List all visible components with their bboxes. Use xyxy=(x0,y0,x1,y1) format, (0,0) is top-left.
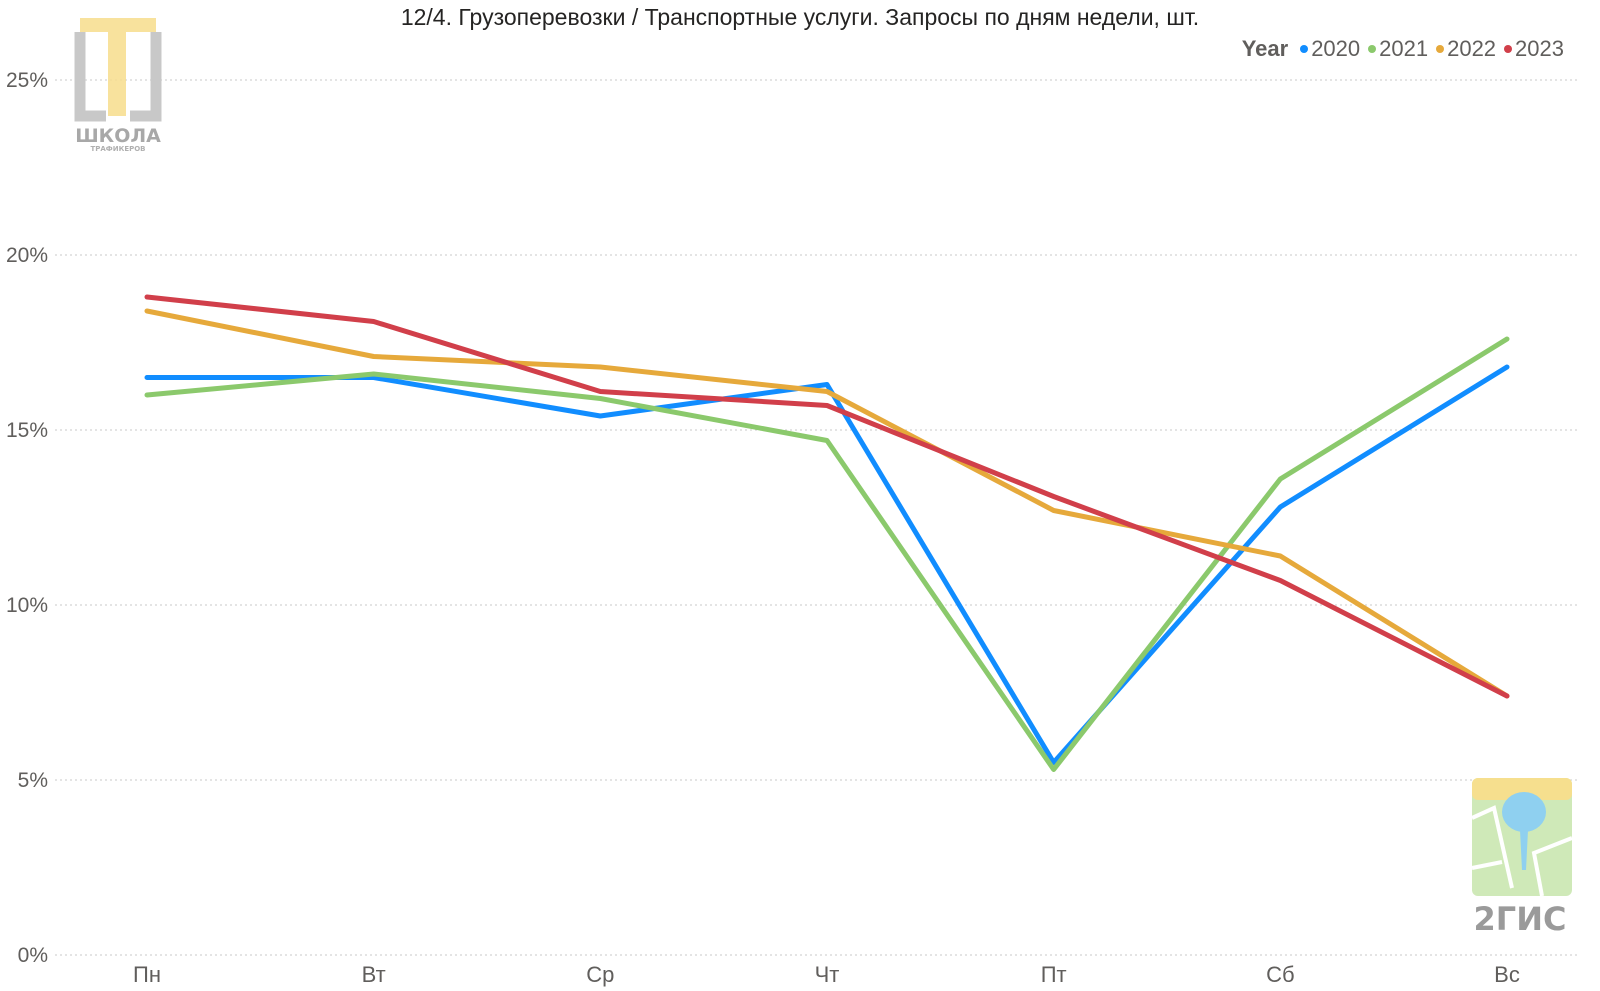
x-axis-ticks: Пн Вт Ср Чт Пт Сб Вс xyxy=(133,962,1520,987)
series-line-2021 xyxy=(144,336,1510,772)
school-logo-subtext: ТРАФИКЕРОВ xyxy=(90,145,145,153)
legend-item-2021[interactable]: 2021 xyxy=(1368,36,1428,62)
legend-dot xyxy=(1300,45,1309,53)
twogis-logo-text: 2ГИС xyxy=(1474,900,1567,938)
x-tick-label: Чт xyxy=(815,962,840,987)
y-tick-label: 15% xyxy=(6,419,48,442)
x-tick-label: Вт xyxy=(362,962,386,987)
twogis-logo-top xyxy=(1472,778,1572,800)
twogis-logo: 2ГИС xyxy=(1471,778,1573,938)
x-tick-label: Пт xyxy=(1041,962,1067,987)
series-line-2022 xyxy=(144,308,1510,699)
legend-label: 2022 xyxy=(1447,36,1497,61)
legend-label: 2020 xyxy=(1311,36,1361,61)
x-tick-label: Сб xyxy=(1266,962,1295,987)
legend-item-2022[interactable]: 2022 xyxy=(1436,36,1496,62)
twogis-logo-pin-head xyxy=(1502,792,1546,832)
x-tick-label: Пн xyxy=(133,962,161,987)
twogis-logo-pin-stem xyxy=(1520,830,1528,870)
y-tick-label: 20% xyxy=(6,244,48,267)
series-lines xyxy=(144,294,1510,772)
y-tick-label: 0% xyxy=(18,944,48,967)
school-logo: ШКОЛА ТРАФИКЕРОВ xyxy=(74,18,162,153)
y-tick-label: 5% xyxy=(18,769,48,792)
series-line-2020 xyxy=(144,364,1510,765)
y-tick-label: 25% xyxy=(6,69,48,92)
x-tick-label: Вс xyxy=(1494,962,1520,987)
school-logo-bar xyxy=(80,18,156,32)
x-tick-label: Ср xyxy=(586,962,614,987)
legend-label: 2023 xyxy=(1515,36,1564,61)
legend-dot xyxy=(1368,45,1377,53)
y-axis-ticks: 0% 5% 10% 15% 20% 25% xyxy=(6,69,48,967)
school-logo-frame xyxy=(74,32,162,122)
chart-title: 12/4. Грузоперевозки / Транспортные услу… xyxy=(400,4,1200,30)
school-logo-text: ШКОЛА xyxy=(75,125,161,147)
twogis-logo-roads xyxy=(1471,805,1573,897)
legend-dot xyxy=(1504,45,1513,53)
legend-dot xyxy=(1436,45,1445,53)
legend-item-2020[interactable]: 2020 xyxy=(1300,36,1360,62)
legend: Year 2020 2021 2022 2023 xyxy=(1242,36,1564,62)
school-logo-stem xyxy=(108,32,126,116)
y-tick-label: 10% xyxy=(6,594,48,617)
series-line-2023 xyxy=(144,294,1510,699)
legend-item-2023[interactable]: 2023 xyxy=(1504,36,1564,62)
gridlines xyxy=(55,79,1580,956)
legend-label: 2021 xyxy=(1379,36,1429,61)
legend-title: Year xyxy=(1241,36,1289,61)
